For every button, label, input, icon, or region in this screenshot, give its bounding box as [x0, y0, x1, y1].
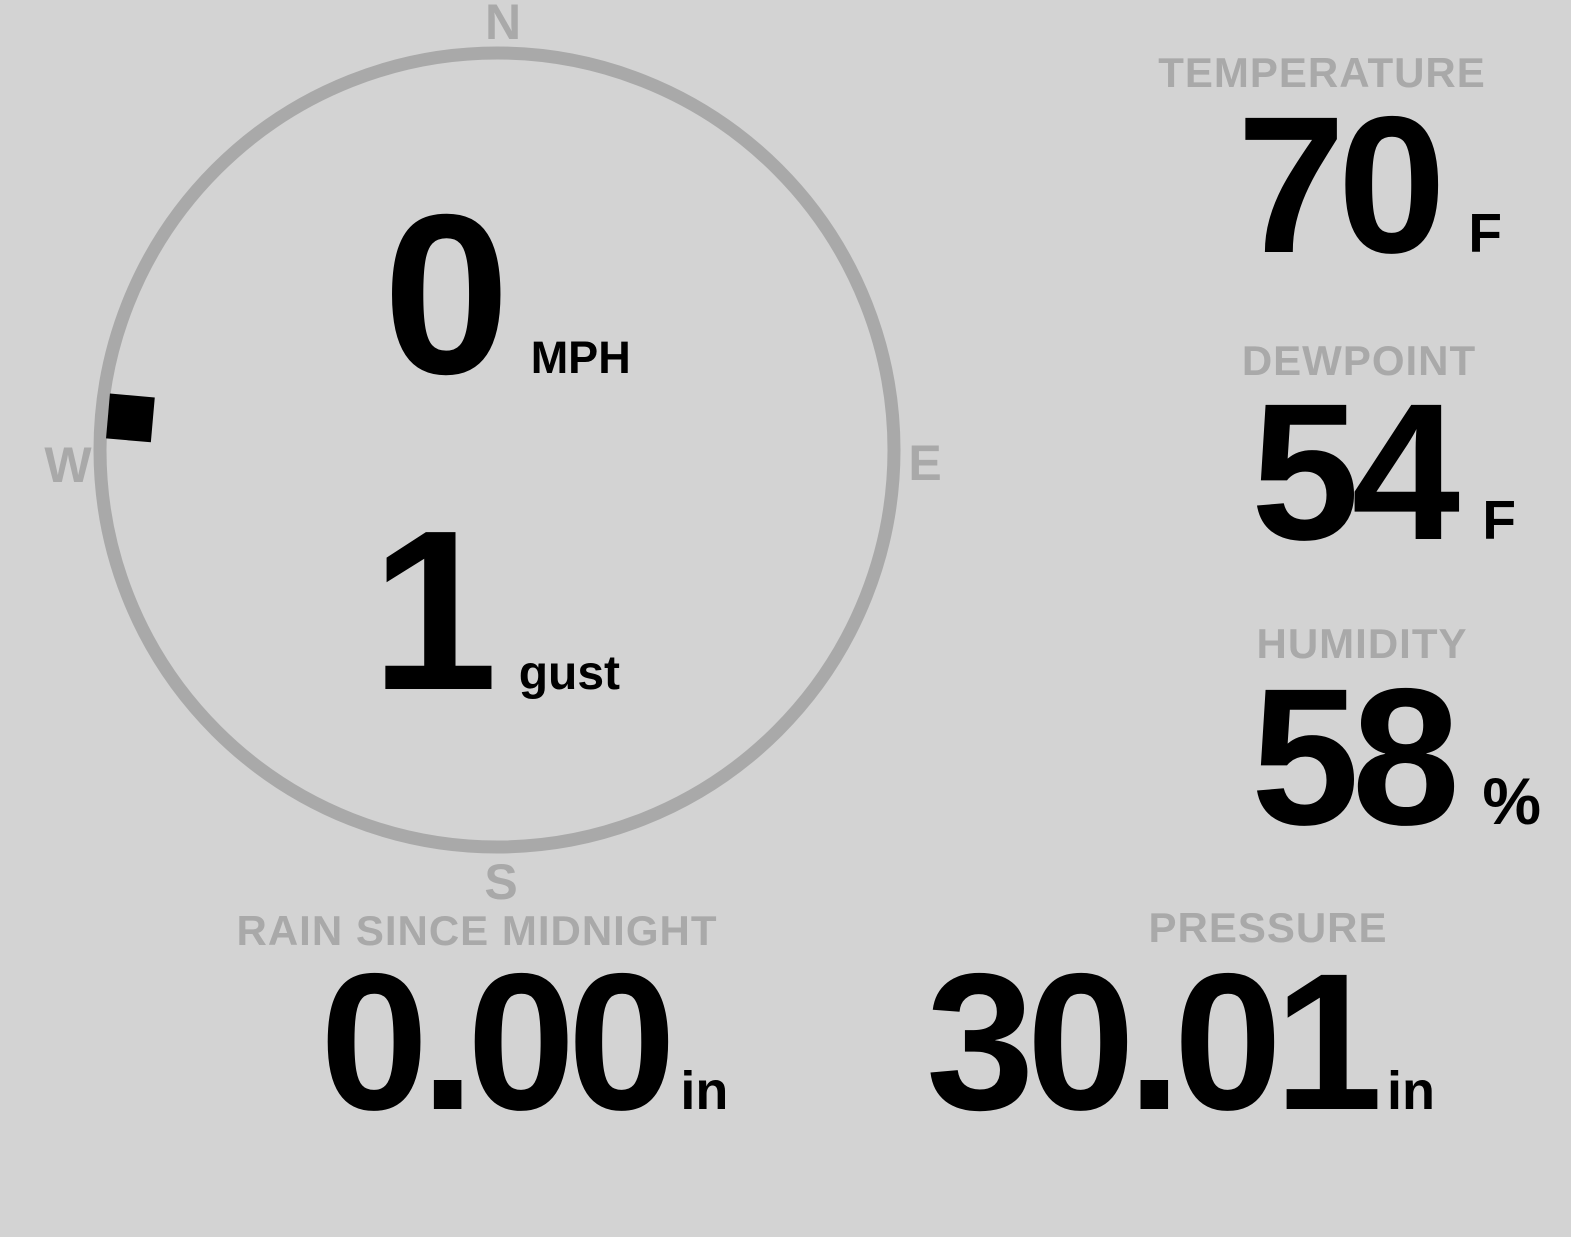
pressure-value: 30.01: [926, 933, 1383, 1151]
compass-label-south: S: [484, 854, 518, 910]
temperature-unit: F: [1468, 202, 1502, 264]
compass-ring-graphic: [93, 46, 901, 854]
humidity-readout: 58 %: [1251, 660, 1541, 855]
compass-label-west: W: [44, 437, 92, 493]
wind-speed-unit: MPH: [530, 332, 631, 383]
wind-speed-value: 0: [383, 168, 510, 422]
wind-gust-unit: gust: [518, 647, 621, 700]
wind-gust-value: 1: [371, 484, 498, 738]
compass-ring: [93, 46, 901, 854]
dewpoint-readout: 54 F: [1251, 375, 1516, 570]
rain-label: RAIN SINCE MIDNIGHT: [236, 907, 718, 954]
rain-readout: 0.00 in: [320, 945, 728, 1140]
pressure-label: PRESSURE: [1148, 904, 1388, 951]
humidity-unit: %: [1482, 764, 1541, 838]
temperature-value: 70: [1237, 76, 1446, 294]
temperature-readout: 70 F: [1237, 88, 1502, 283]
humidity-value: 58: [1251, 648, 1460, 866]
dewpoint-unit: F: [1482, 489, 1516, 551]
wind-compass: [91, 44, 903, 856]
rain-unit: in: [680, 1061, 729, 1121]
wind-gust-readout: 1 gust: [371, 497, 620, 725]
pressure-readout: 30.01 in: [926, 945, 1435, 1140]
pressure-unit: in: [1386, 1061, 1435, 1121]
dewpoint-value: 54: [1251, 363, 1460, 581]
wind-speed-readout: 0 MPH: [383, 181, 631, 409]
dewpoint-label: DEWPOINT: [1241, 337, 1477, 384]
humidity-label: HUMIDITY: [1256, 620, 1468, 667]
compass-label-north: N: [484, 0, 522, 50]
wind-direction-marker: [106, 393, 155, 443]
temperature-label: TEMPERATURE: [1158, 49, 1486, 96]
compass-label-east: E: [908, 435, 942, 491]
rain-value: 0.00: [320, 933, 676, 1151]
